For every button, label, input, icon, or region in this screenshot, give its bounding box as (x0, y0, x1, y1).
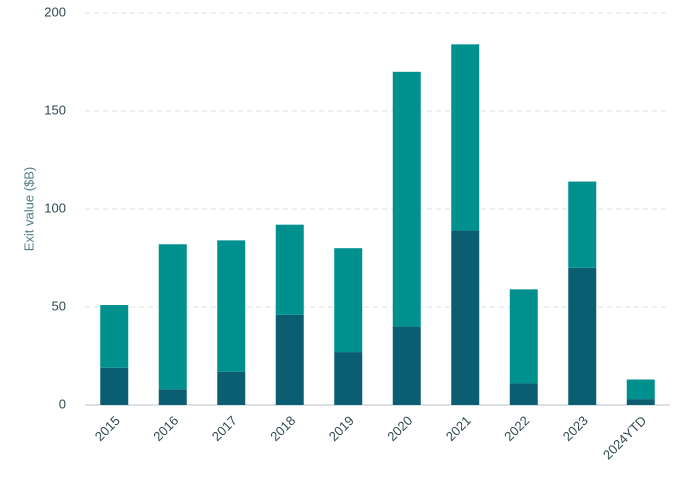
bar-segment (392, 326, 421, 405)
x-tick-label: 2020 (384, 413, 415, 444)
bar-segment (509, 383, 538, 405)
bar-segment (392, 71, 421, 327)
bar-segment (217, 371, 246, 405)
bar-segment (334, 248, 363, 353)
bar-segment (158, 389, 187, 405)
bar-segment (275, 314, 304, 405)
bar-segment (100, 305, 129, 368)
y-tick-label: 50 (52, 298, 66, 313)
bar-segment (334, 352, 363, 405)
bar-segment (568, 267, 597, 405)
x-tick-label: 2016 (150, 413, 181, 444)
y-tick-label: 150 (44, 102, 66, 117)
x-tick-label: 2021 (443, 413, 474, 444)
x-tick-label: 2023 (560, 413, 591, 444)
x-tick-label: 2017 (209, 413, 240, 444)
y-tick-label: 100 (44, 200, 66, 215)
x-tick-label: 2019 (326, 413, 357, 444)
bar-segment (100, 367, 129, 405)
bar-segment (626, 399, 655, 405)
x-tick-label: 2018 (267, 413, 298, 444)
y-tick-label: 0 (59, 396, 66, 411)
bar-segment (275, 224, 304, 315)
bar-segment (568, 181, 597, 268)
bar-segment (158, 244, 187, 390)
bar-segment (451, 44, 480, 231)
x-tick-label: 2024YTD (600, 413, 649, 462)
bar-segment (451, 230, 480, 405)
bar-segment (626, 379, 655, 400)
x-tick-label: 2022 (501, 413, 532, 444)
x-tick-label: 2015 (92, 413, 123, 444)
bar-segment (509, 289, 538, 384)
y-tick-label: 200 (44, 4, 66, 19)
y-axis-label: Exit value ($B) (21, 167, 36, 252)
bar-segment (217, 240, 246, 372)
